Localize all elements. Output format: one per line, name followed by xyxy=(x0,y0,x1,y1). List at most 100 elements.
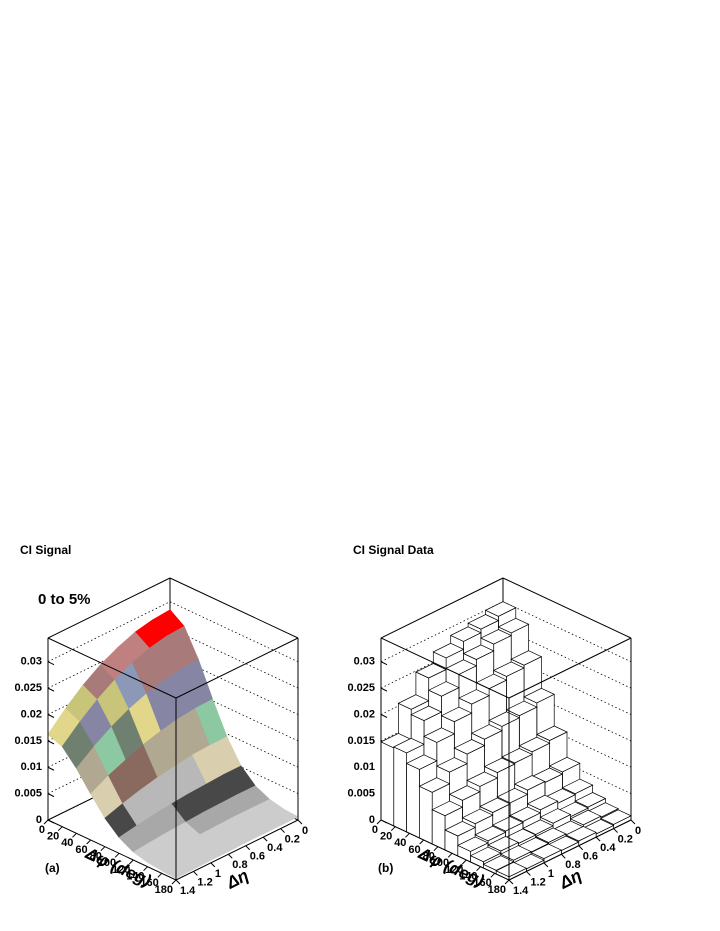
tick-mark xyxy=(490,872,496,878)
bar xyxy=(495,861,528,881)
x-tick-label: 160 xyxy=(473,877,491,889)
tick-mark xyxy=(175,879,181,885)
bar-top xyxy=(418,777,451,793)
y-tick-label: 0 xyxy=(635,825,641,837)
x-tick-label: 20 xyxy=(47,831,59,843)
tick-mark xyxy=(461,859,467,865)
box-edge xyxy=(169,577,299,639)
bar-top xyxy=(479,797,511,813)
bar-side xyxy=(393,746,407,833)
tick-mark xyxy=(447,852,453,858)
x-tick-label: 140 xyxy=(126,871,144,883)
z-tick-label: 0.03 xyxy=(21,656,42,668)
bar-top xyxy=(440,706,473,723)
bar-top xyxy=(449,626,482,642)
z-tick-label: 0.025 xyxy=(347,682,375,694)
bar-top xyxy=(474,825,507,842)
bar-top xyxy=(405,754,438,770)
box-edge xyxy=(380,577,504,639)
z-tick-label: 0 xyxy=(36,814,42,826)
tick-mark xyxy=(47,687,55,692)
bar-top xyxy=(548,756,581,773)
tick-mark xyxy=(297,819,303,825)
tick-mark xyxy=(543,862,549,868)
z-tick-label: 0 xyxy=(369,814,375,826)
tick-mark xyxy=(613,828,618,833)
bar-top xyxy=(487,836,520,852)
box-edge xyxy=(47,577,171,639)
bar-top xyxy=(392,737,425,754)
box-edge xyxy=(380,637,510,699)
y-tick-label: 0.6 xyxy=(250,851,265,863)
bar-top xyxy=(497,617,530,634)
bar-top xyxy=(505,700,538,717)
tick-mark xyxy=(433,846,439,852)
tick-mark xyxy=(128,859,134,865)
bar-top xyxy=(467,614,500,630)
z-tick-label: 0.005 xyxy=(14,788,42,800)
bar-top xyxy=(526,794,559,811)
z-tick-label: 0.005 xyxy=(347,788,375,800)
tick-mark xyxy=(380,714,388,718)
bar-top xyxy=(444,821,477,837)
x-tick-label: 40 xyxy=(61,837,73,849)
box-edge xyxy=(175,637,299,699)
bar-side xyxy=(380,741,395,827)
x-tick-label: 60 xyxy=(75,844,87,856)
bar-top xyxy=(535,725,568,741)
bar-side xyxy=(406,762,420,839)
bar-top xyxy=(488,711,521,727)
y-tick-label: 0.4 xyxy=(600,842,616,854)
bar-side xyxy=(419,785,433,845)
x-tick-label: 100 xyxy=(98,857,116,869)
x-axis xyxy=(380,819,510,881)
tick-mark xyxy=(476,866,481,872)
tick-mark xyxy=(227,853,233,859)
tick-mark xyxy=(405,832,410,838)
tick-mark xyxy=(43,819,49,825)
y-tick-label: 0.8 xyxy=(565,859,580,871)
bar-top xyxy=(432,642,465,659)
z-tick-label: 0.01 xyxy=(354,761,375,773)
y-tick-label: 1.4 xyxy=(180,885,196,897)
x-tick-label: 0 xyxy=(39,824,45,836)
tick-mark xyxy=(245,845,251,851)
bar-top xyxy=(410,705,443,721)
tick-mark xyxy=(380,687,388,692)
tick-mark xyxy=(578,845,584,851)
tick-mark xyxy=(262,836,268,842)
x-tick-label: 120 xyxy=(445,864,463,876)
y-tick-label: 1.4 xyxy=(513,885,529,897)
x-tick-label: 20 xyxy=(380,831,392,843)
y-tick-label: 1 xyxy=(548,868,554,880)
bar-top xyxy=(599,809,632,825)
panel-label: (a) xyxy=(45,861,60,875)
tick-mark xyxy=(57,826,63,832)
x-tick-label: 180 xyxy=(488,884,506,896)
bar-top xyxy=(509,806,542,822)
bar-top xyxy=(448,785,481,801)
grid-line xyxy=(380,601,632,663)
bar-top xyxy=(522,819,554,835)
x-tick-label: 80 xyxy=(90,851,102,863)
bar-top xyxy=(470,724,503,740)
tick-mark xyxy=(526,871,531,876)
z-tick-label: 0.02 xyxy=(354,708,375,720)
bar-top xyxy=(499,845,532,861)
tick-mark xyxy=(72,832,77,838)
bar-top xyxy=(483,757,516,773)
y-tick-label: 0.8 xyxy=(232,859,247,871)
tick-mark xyxy=(595,836,601,842)
bar-top xyxy=(496,787,529,804)
bar-top xyxy=(518,736,551,753)
y-tick-label: 0.6 xyxy=(583,851,598,863)
bar-top xyxy=(461,808,494,825)
bar-top xyxy=(513,775,546,791)
tick-mark xyxy=(193,871,198,876)
bar-top xyxy=(469,846,502,863)
bar-top xyxy=(456,836,489,852)
grid-line xyxy=(47,759,299,821)
bar-top xyxy=(462,644,495,660)
x-tick-label: 40 xyxy=(394,837,406,849)
